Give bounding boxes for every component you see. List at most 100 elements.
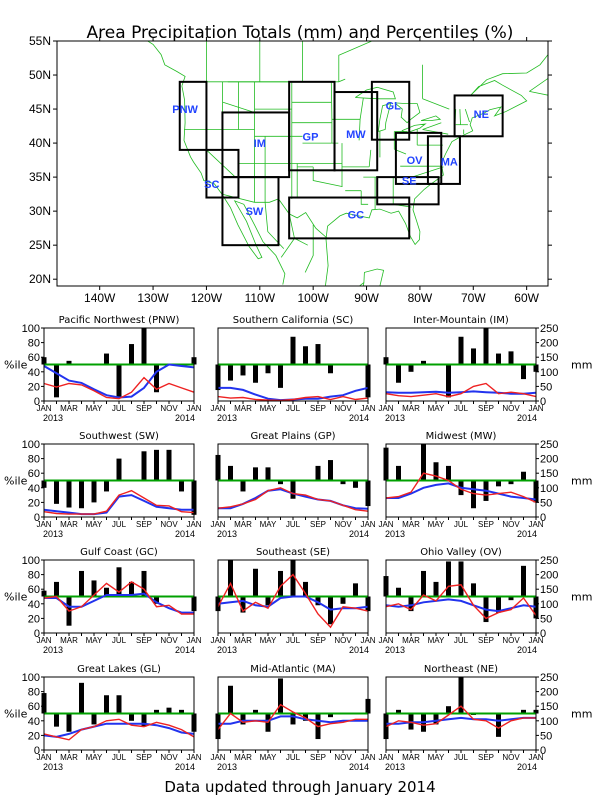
blue-mm-line <box>385 598 537 613</box>
x-tick-label: JUL <box>112 404 127 413</box>
newfoundland-coastline <box>529 76 548 96</box>
left-tick-label: 40 <box>28 483 40 495</box>
left-tick-label: 100 <box>22 672 40 684</box>
panel-inter-mountain-im: Inter-Mountain (IM) 0 50 100 150 200 250 mm JAN M… <box>378 315 592 423</box>
percentile-bar <box>129 344 134 365</box>
x-year-start: 2013 <box>43 645 63 655</box>
left-tick-label: 40 <box>28 367 40 379</box>
right-tick-label: 100 <box>540 716 558 728</box>
x-tick-label: JAN <box>378 404 393 413</box>
percentile-bar <box>396 364 401 383</box>
x-year-start: 2013 <box>217 762 237 772</box>
percentile-bar <box>179 480 184 492</box>
percentile-bar <box>290 713 296 725</box>
x-tick-label: JUL <box>454 753 469 762</box>
left-tick-label: 60 <box>28 584 40 596</box>
x-tick-label: JAN <box>210 520 225 529</box>
percentile-bar <box>154 596 159 604</box>
red-mm-line <box>43 489 195 515</box>
right-tick-label: 200 <box>540 687 558 699</box>
left-tick-label: 40 <box>28 716 40 728</box>
lat-tick-label: 20N <box>29 272 51 286</box>
blue-mm-line <box>43 494 194 516</box>
region-label-sw: SW <box>246 206 264 218</box>
x-tick-label: SEP <box>136 636 152 645</box>
region-box-gc <box>288 196 411 240</box>
right-tick-label: 150 <box>540 352 558 364</box>
right-tick-label: 0 <box>540 396 546 408</box>
percentile-bar <box>483 328 489 365</box>
x-tick-label: JAN <box>528 520 543 529</box>
panel-southern-california-sc: Southern California (SC) JAN MAR MAY JUL SEP N… <box>210 315 375 423</box>
x-tick-label: JAN <box>210 753 225 762</box>
percentile-bar <box>141 451 147 481</box>
x-tick-label: JAN <box>186 404 201 413</box>
percentile-bar <box>508 596 514 601</box>
percentile-bar <box>265 364 271 374</box>
red-mm-line <box>217 487 369 512</box>
x-tick-label: NOV <box>160 753 178 762</box>
x-tick-label: JAN <box>360 404 375 413</box>
mm-axis-label: mm <box>571 359 592 372</box>
x-tick-label: JUL <box>112 520 127 529</box>
percentile-bar <box>508 351 514 365</box>
percentile-bar <box>521 364 526 380</box>
x-tick-label: MAY <box>260 753 277 762</box>
region-box-mw <box>333 91 379 172</box>
state-boundary <box>422 122 442 130</box>
percentile-bar <box>79 570 84 597</box>
region-label-gc: GC <box>348 210 365 222</box>
percentile-bar <box>315 344 321 365</box>
percentile-bar <box>54 581 59 597</box>
right-tick-label: 100 <box>540 367 558 379</box>
percentile-bar <box>240 480 246 492</box>
percentile-bar <box>265 467 271 481</box>
state-boundary <box>368 149 372 167</box>
lat-tick-label: 30N <box>29 204 51 218</box>
lat-tick-label: 55N <box>29 34 51 48</box>
x-tick-label: JUL <box>286 636 301 645</box>
percentile-bar <box>396 587 401 597</box>
x-tick-label: JAN <box>186 520 201 529</box>
percentile-bar <box>91 713 97 725</box>
x-tick-label: NOV <box>160 404 178 413</box>
percentile-bar <box>79 480 84 509</box>
x-year-start: 2013 <box>217 645 237 655</box>
percentile-bar <box>340 480 346 485</box>
percentile-bar <box>228 685 233 714</box>
lon-tick-label: 110W <box>245 291 276 305</box>
x-tick-label: JUL <box>454 520 469 529</box>
panel-southwest-sw: Southwest (SW) 0 20 40 60 80 100 %ile JAN MAR MAY J… <box>4 431 202 539</box>
region-label-gp: GP <box>303 131 319 143</box>
percentile-bar <box>353 583 358 597</box>
percentile-bar <box>54 480 59 504</box>
x-tick-label: JAN <box>360 636 375 645</box>
left-tick-label: 80 <box>28 687 40 699</box>
x-tick-label: JAN <box>186 753 201 762</box>
x-year-end: 2014 <box>349 529 369 539</box>
percentile-bar <box>303 581 308 597</box>
percentile-bar <box>228 364 233 381</box>
x-year-end: 2014 <box>517 762 537 772</box>
region-box-sw <box>221 176 280 247</box>
x-tick-label: MAY <box>428 753 445 762</box>
x-tick-label: MAR <box>402 753 420 762</box>
map-geography: PNW SC IM SW GP MW GL OV SE GC MA NE <box>147 41 548 286</box>
x-year-start: 2013 <box>43 762 63 772</box>
red-mm-line <box>43 718 195 741</box>
panel-title: Southwest (SW) <box>79 431 159 442</box>
percentile-bar <box>458 677 464 714</box>
x-year-end: 2014 <box>349 645 369 655</box>
x-year-start: 2013 <box>43 413 63 423</box>
x-tick-label: JUL <box>454 404 469 413</box>
percentile-bar <box>265 596 271 606</box>
x-tick-label: SEP <box>310 753 326 762</box>
us-region-map: PNW SC IM SW GP MW GL OV SE GC MA NE 140W 130W 120W 110… <box>29 34 552 305</box>
percentile-bar <box>353 480 358 488</box>
left-tick-label: 20 <box>28 730 40 742</box>
mexico-boundary <box>280 238 295 258</box>
red-mm-line <box>217 703 368 731</box>
x-tick-label: NOV <box>502 753 520 762</box>
percentile-bar <box>116 695 122 714</box>
percentile-bar <box>290 480 296 499</box>
